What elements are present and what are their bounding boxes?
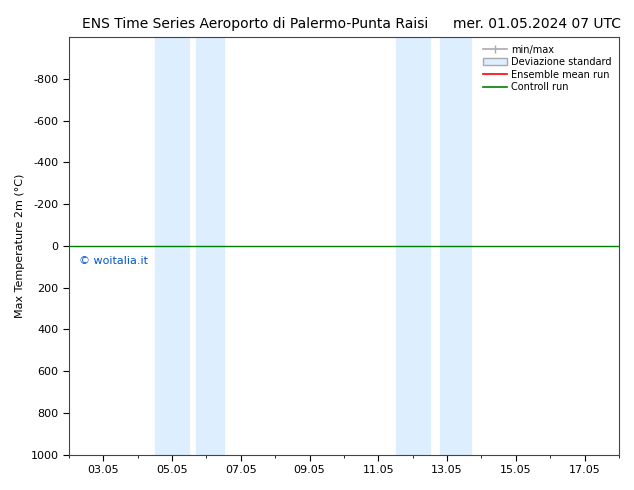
Text: © woitalia.it: © woitalia.it [79, 256, 148, 266]
Legend: min/max, Deviazione standard, Ensemble mean run, Controll run: min/max, Deviazione standard, Ensemble m… [479, 42, 614, 95]
Bar [155, 37, 190, 455]
Bar [396, 37, 430, 455]
Text: ENS Time Series Aeroporto di Palermo-Punta Raisi: ENS Time Series Aeroporto di Palermo-Pun… [82, 17, 429, 31]
Bar [440, 37, 471, 455]
Y-axis label: Max Temperature 2m (°C): Max Temperature 2m (°C) [15, 173, 25, 318]
Bar [196, 37, 224, 455]
Text: mer. 01.05.2024 07 UTC: mer. 01.05.2024 07 UTC [453, 17, 621, 31]
